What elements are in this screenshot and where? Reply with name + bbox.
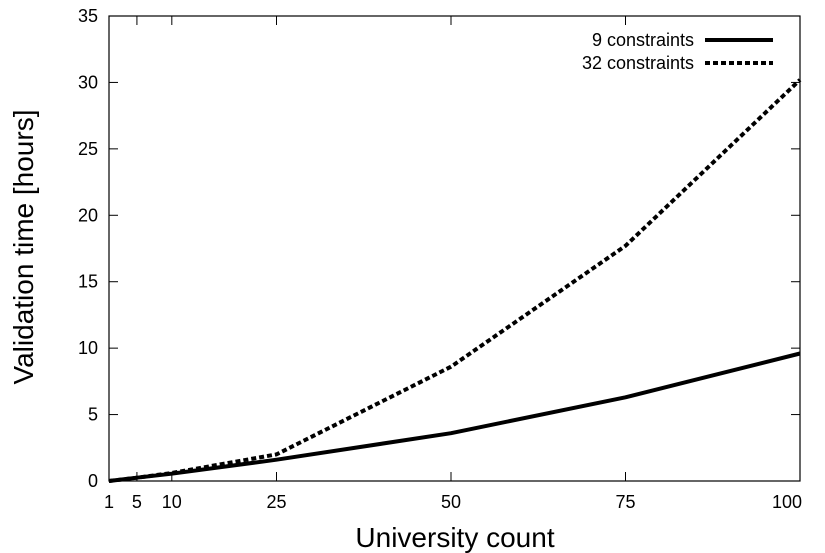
y-tick-label: 30 [78, 72, 98, 92]
y-tick-label: 20 [78, 205, 98, 225]
y-tick-label: 35 [78, 6, 98, 26]
y-tick-label: 10 [78, 338, 98, 358]
y-axis-title: Validation time [hours] [8, 110, 39, 385]
series-line-1 [108, 351, 801, 483]
y-tick-label: 25 [78, 139, 98, 159]
x-axis-title: University count [355, 522, 554, 553]
plot-frame-group [108, 15, 801, 482]
x-tick-label: 5 [132, 492, 142, 512]
y-tick-label: 0 [88, 471, 98, 491]
y-tick-label: 15 [78, 272, 98, 292]
x-tick-label: 75 [615, 492, 635, 512]
legend: 9 constraints 32 constraints [582, 30, 773, 73]
series-lines [108, 78, 802, 483]
legend-label: 32 constraints [582, 53, 694, 73]
x-tick-label: 25 [266, 492, 286, 512]
legend-label: 9 constraints [592, 30, 694, 50]
plot-frame [108, 15, 801, 482]
x-axis-ticks: 1 5 10 25 50 75 100 [104, 16, 802, 512]
x-tick-label: 100 [772, 492, 802, 512]
y-axis-ticks: 0 5 10 15 20 25 30 35 [78, 6, 800, 491]
series-line-2 [108, 78, 802, 483]
y-tick-label: 5 [88, 405, 98, 425]
x-tick-label: 1 [104, 492, 114, 512]
x-tick-label: 10 [162, 492, 182, 512]
x-tick-label: 50 [441, 492, 461, 512]
